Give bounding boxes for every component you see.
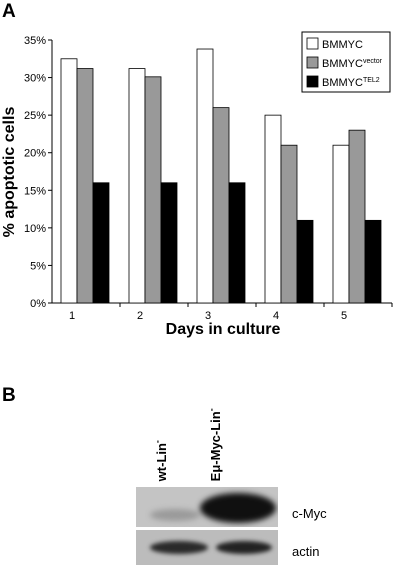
legend-label-sup-1: vector bbox=[363, 58, 383, 65]
x-tick-label: 2 bbox=[137, 310, 143, 322]
actin-band-emu-myc bbox=[216, 541, 272, 554]
y-tick-label: 25% bbox=[24, 110, 46, 122]
bar-bmmyc-vector-day-1 bbox=[76, 68, 94, 304]
c-myc-blot bbox=[136, 487, 278, 527]
bar-bmmyc-vector-day-5 bbox=[348, 129, 366, 304]
bar-bmmyc-day-4 bbox=[264, 114, 282, 304]
y-tick-label: 30% bbox=[24, 73, 46, 85]
c-myc-label: c-Myc bbox=[292, 506, 327, 521]
apoptosis-bar-chart: 0% 5% 10% 15% 20% 25% 30% 35% 1 2 3 4 5 Days in cultu… bbox=[1, 31, 393, 338]
lane-label-emu-myc: Eμ-Myc-Lin- bbox=[206, 408, 223, 482]
y-axis-title: % apoptotic cells bbox=[1, 107, 18, 238]
actin-label: actin bbox=[292, 544, 320, 559]
bar-bmmyc-tel2-day-5 bbox=[364, 219, 382, 304]
bar-bmmyc-tel2-day-4 bbox=[296, 219, 314, 304]
bar-bmmyc-tel2-day-2 bbox=[160, 182, 178, 304]
panel-a-label: A bbox=[2, 1, 16, 22]
bar-bmmyc-tel2-day-3 bbox=[228, 182, 246, 304]
y-tick-label: 5% bbox=[30, 260, 46, 272]
actin-blot bbox=[136, 530, 278, 565]
y-tick-label: 35% bbox=[24, 35, 46, 47]
legend-swatch-1 bbox=[306, 56, 319, 69]
panel-b-label: B bbox=[2, 385, 16, 406]
x-tick-label: 3 bbox=[205, 310, 211, 322]
bar-bmmyc-vector-day-2 bbox=[144, 76, 162, 304]
x-tick-label: 4 bbox=[273, 310, 279, 322]
bar-bmmyc-tel2-day-1 bbox=[92, 182, 110, 304]
legend-label-sup-2: TEL2 bbox=[363, 77, 380, 84]
c-myc-band-wt bbox=[150, 509, 200, 521]
bar-bmmyc-vector-day-4 bbox=[280, 144, 298, 304]
x-tick-label: 5 bbox=[341, 310, 347, 322]
legend-label-0: BMMYC bbox=[322, 39, 363, 51]
bar-bmmyc-day-3 bbox=[196, 48, 214, 304]
x-tick-label: 1 bbox=[69, 310, 75, 322]
x-axis-title: Days in culture bbox=[166, 321, 281, 338]
lane-label-wt: wt-Lin- bbox=[152, 440, 169, 482]
legend-swatch-0 bbox=[306, 37, 319, 50]
bar-bmmyc-day-1 bbox=[60, 58, 78, 304]
y-tick-label: 15% bbox=[24, 185, 46, 197]
bar-bmmyc-vector-day-3 bbox=[212, 107, 230, 304]
bar-bmmyc-day-5 bbox=[332, 144, 350, 304]
c-myc-band-emu-myc bbox=[200, 493, 276, 523]
y-tick-label: 20% bbox=[24, 148, 46, 160]
legend-swatch-2 bbox=[306, 75, 319, 88]
bar-bmmyc-day-2 bbox=[128, 68, 146, 304]
y-tick-label: 10% bbox=[24, 223, 46, 235]
y-tick-label: 0% bbox=[30, 298, 46, 310]
actin-band-wt bbox=[150, 541, 208, 554]
